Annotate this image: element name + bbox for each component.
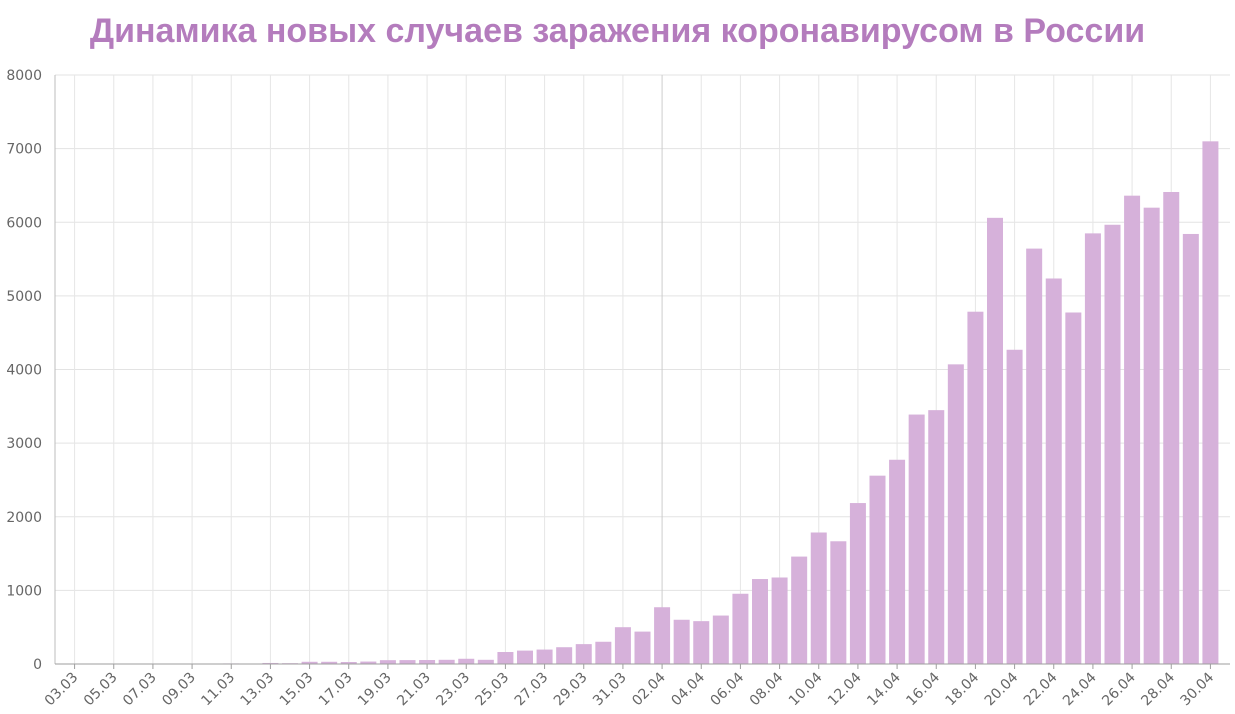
y-tick-label: 3000: [6, 436, 42, 452]
x-tick-label: 07.03: [120, 670, 160, 710]
bar-11.04: [830, 541, 847, 664]
bar-16.04: [928, 410, 945, 664]
bar-17.04: [947, 364, 964, 664]
x-tick-label: 04.04: [668, 669, 708, 709]
x-tick-label: 20.04: [982, 669, 1022, 709]
bar-24.03: [477, 659, 494, 664]
bar-27.04: [1143, 207, 1160, 665]
bar-27.03: [536, 649, 553, 664]
bar-06.04: [732, 593, 749, 664]
bar-23.04: [1065, 312, 1082, 664]
x-tick-label: 11.03: [198, 670, 238, 710]
y-tick-label: 7000: [6, 142, 42, 158]
y-tick-label: 5000: [6, 289, 42, 305]
bar-25.04: [1104, 224, 1121, 665]
x-tick-label: 12.04: [825, 669, 865, 709]
y-tick-label: 0: [33, 657, 42, 673]
bar-21.03: [419, 660, 436, 664]
x-tick-label: 06.04: [708, 669, 748, 709]
x-tick-label: 13.03: [238, 670, 278, 710]
bar-18.04: [967, 311, 984, 664]
x-tick-label: 16.04: [903, 669, 943, 709]
bar-18.03: [360, 661, 377, 664]
bar-19.04: [987, 217, 1003, 664]
x-tick-label: 23.03: [433, 670, 473, 710]
bar-12.04: [849, 503, 866, 664]
x-tick-label: 03.03: [42, 670, 82, 710]
bar-20.03: [399, 660, 416, 664]
x-tick-label: 21.03: [394, 670, 434, 710]
x-tick-label: 08.04: [747, 669, 787, 709]
bar-08.04: [771, 577, 788, 664]
y-tick-label: 8000: [6, 68, 42, 84]
bar-01.04: [634, 631, 651, 664]
x-tick-label: 05.03: [81, 670, 121, 710]
bar-30.03: [595, 641, 612, 664]
bar-05.04: [712, 615, 729, 664]
bar-22.04: [1045, 278, 1062, 664]
bar-28.04: [1163, 191, 1180, 665]
bar-23.03: [458, 658, 475, 664]
bar-24.04: [1084, 233, 1101, 664]
bar-09.04: [791, 556, 808, 664]
bar-13.04: [869, 475, 886, 664]
x-tick-label: 10.04: [786, 669, 826, 709]
y-axis-ticks: 0 1000 2000 3000 4000 5000 6000 7000 8000: [6, 68, 42, 673]
x-tick-label: 27.03: [512, 670, 552, 710]
bar-26.03: [517, 650, 533, 664]
x-tick-label: 25.03: [473, 670, 513, 710]
x-tick-label: 18.04: [943, 669, 983, 709]
bar-22.03: [438, 659, 455, 664]
bar-21.04: [1026, 248, 1043, 665]
bar-25.03: [497, 651, 514, 664]
x-axis-ticks: 03.03 05.03 07.03 09.03 11.03 13.03 15.03 17.03…: [42, 664, 1218, 710]
bar-16.03: [321, 661, 338, 664]
bar-15.03: [301, 661, 318, 664]
y-tick-label: 2000: [6, 510, 42, 526]
bar-14.04: [889, 459, 906, 664]
x-tick-label: 15.03: [277, 670, 317, 710]
bar-17.03: [340, 662, 357, 664]
y-tick-label: 1000: [6, 583, 42, 599]
x-tick-label: 31.03: [590, 670, 630, 710]
x-tick-label: 14.04: [864, 669, 904, 709]
x-tick-label: 26.04: [1099, 669, 1139, 709]
bar-15.04: [908, 414, 925, 664]
bar-28.03: [556, 647, 573, 664]
bar-31.03: [614, 627, 631, 664]
bar-29.03: [575, 644, 592, 664]
x-tick-label: 29.03: [551, 670, 591, 710]
x-tick-label: 24.04: [1060, 669, 1100, 709]
x-tick-label: 02.04: [629, 669, 669, 709]
x-tick-label: 09.03: [159, 670, 199, 710]
bar-03.04: [673, 619, 690, 664]
bar-30.04: [1202, 141, 1219, 664]
bar-02.04: [654, 607, 671, 664]
y-tick-label: 4000: [6, 363, 42, 379]
x-tick-label: 30.04: [1178, 669, 1218, 709]
bar-19.03: [379, 660, 396, 664]
x-tick-label: 17.03: [316, 670, 356, 710]
bar-07.04: [752, 579, 768, 664]
bar-10.04: [810, 532, 827, 664]
bars: [66, 141, 1219, 665]
bar-26.04: [1124, 195, 1141, 664]
bar-20.04: [1006, 349, 1023, 664]
axes: [54, 75, 1230, 665]
bar-13.03: [262, 662, 279, 664]
bar-04.04: [693, 621, 710, 664]
x-tick-label: 22.04: [1021, 669, 1061, 709]
bar-29.04: [1182, 233, 1199, 665]
chart-title: Динамика новых случаев заражения коронав…: [89, 12, 1146, 50]
x-tick-label: 19.03: [355, 670, 395, 710]
y-tick-label: 6000: [6, 215, 42, 231]
x-tick-label: 28.04: [1138, 669, 1178, 709]
